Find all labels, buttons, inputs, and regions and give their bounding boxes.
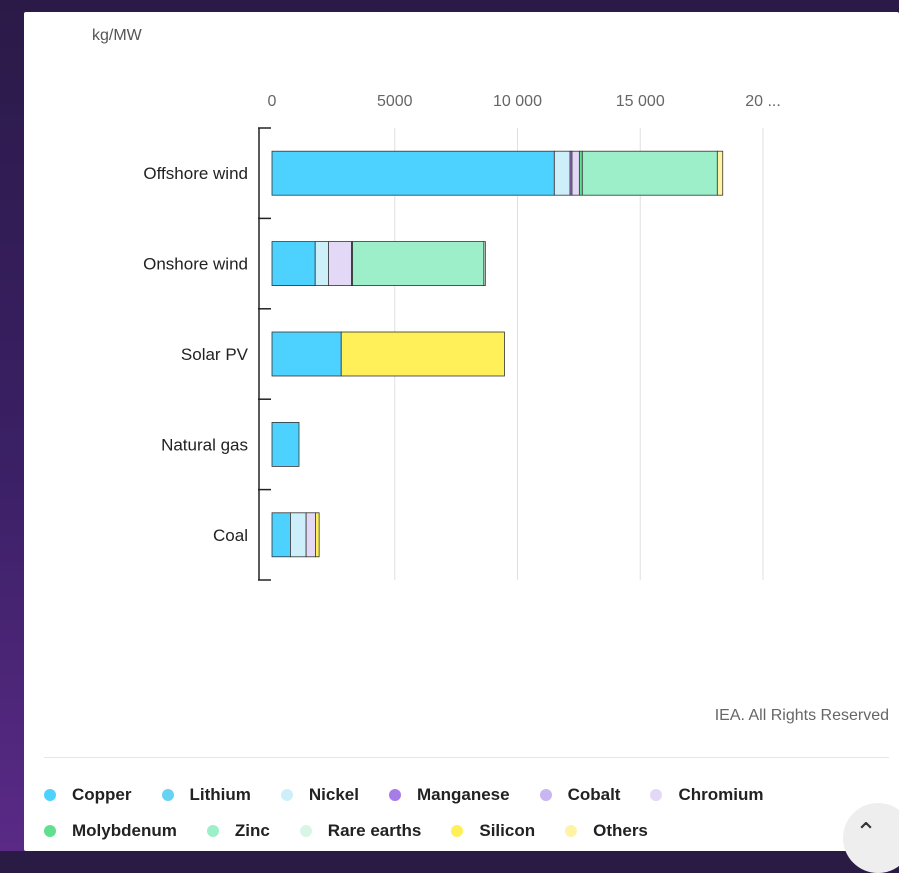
legend: Copper Lithium Nickel Manganese Cobalt Chromi… [44,782,864,854]
legend-swatch [44,789,56,801]
category-label: Offshore wind [143,164,248,183]
legend-item[interactable]: Cobalt [539,785,621,805]
legend-swatch [280,789,293,801]
category-label: Natural gas [161,435,248,454]
bar-segment-copper [271,241,316,287]
category-label: Solar PV [181,345,249,364]
legend-label: Copper [72,785,132,804]
bar-segment-copper [271,331,342,377]
legend-item[interactable]: Chromium [650,785,763,805]
bar-segment-chromium [328,241,352,287]
scroll-to-top-button[interactable]: ⌃ [843,803,899,873]
bar-segment-nickel [290,512,307,558]
legend-item[interactable]: Zinc [206,821,270,841]
legend-swatch [299,825,312,837]
legend-swatch [650,789,663,801]
legend-swatch [539,789,552,801]
x-tick-label: 10 000 [493,93,542,110]
legend-label: Zinc [234,821,270,840]
bar-chart: 0 5000 10 000 15 000 20 ... Offshore wind Onsh… [143,93,781,581]
chevron-up-icon: ⌃ [855,817,877,847]
bar-segment-chromium [305,512,316,558]
bar-segment-rare-earths [483,241,486,287]
category-label: Coal [213,526,248,545]
legend-item[interactable]: Molybdenum [44,821,177,841]
unit-label: kg/MW [92,27,142,44]
legend-divider [44,757,889,758]
x-tick-label: 0 [268,93,277,110]
legend-item[interactable]: Rare earths [299,821,422,841]
bar-segment-zinc [352,241,485,287]
legend-label: Rare earths [327,821,422,840]
legend-label: Others [593,821,648,840]
legend-label: Nickel [308,785,359,804]
bar-segment-copper [271,150,555,196]
legend-row: Copper Lithium Nickel Manganese Cobalt Chromi… [44,782,864,808]
x-tick-label: 15 000 [616,93,665,110]
bar-segment-silicon [340,331,505,377]
bar-segment-others [716,150,724,196]
bar-segment-nickel [553,150,571,196]
credit-text: IEA. All Rights Reserved [714,707,889,724]
legend-item[interactable]: Others [565,821,648,841]
bar-segment-copper [271,421,300,467]
x-tick-label: 20 ... [745,93,781,110]
legend-item[interactable]: Copper [44,785,132,805]
legend-swatch [565,825,578,837]
bar-segment-copper [271,512,291,558]
x-tick-label: 5000 [377,93,413,110]
legend-swatch [206,825,219,837]
category-label: Onshore wind [143,255,248,274]
bar-segment-molybdenum [578,150,583,196]
legend-label: Silicon [479,821,536,840]
legend-swatch [161,789,174,801]
legend-label: Lithium [189,785,251,804]
legend-label: Manganese [416,785,510,804]
bar-segment-nickel [314,241,329,287]
legend-item[interactable]: Nickel [280,785,359,805]
legend-row: Molybdenum Zinc Rare earths Silicon Others [44,818,864,844]
legend-swatch [451,825,464,837]
legend-label: Molybdenum [72,821,177,840]
legend-item[interactable]: Lithium [161,785,251,805]
bar-segment-chromium [571,150,580,196]
legend-label: Chromium [678,785,764,804]
bar-segment-silicon [315,512,320,558]
legend-item[interactable]: Silicon [451,821,535,841]
legend-item[interactable]: Manganese [388,785,510,805]
legend-swatch [44,825,56,837]
legend-label: Cobalt [567,785,621,804]
bar-segment-zinc [581,150,718,196]
legend-swatch [388,789,401,801]
